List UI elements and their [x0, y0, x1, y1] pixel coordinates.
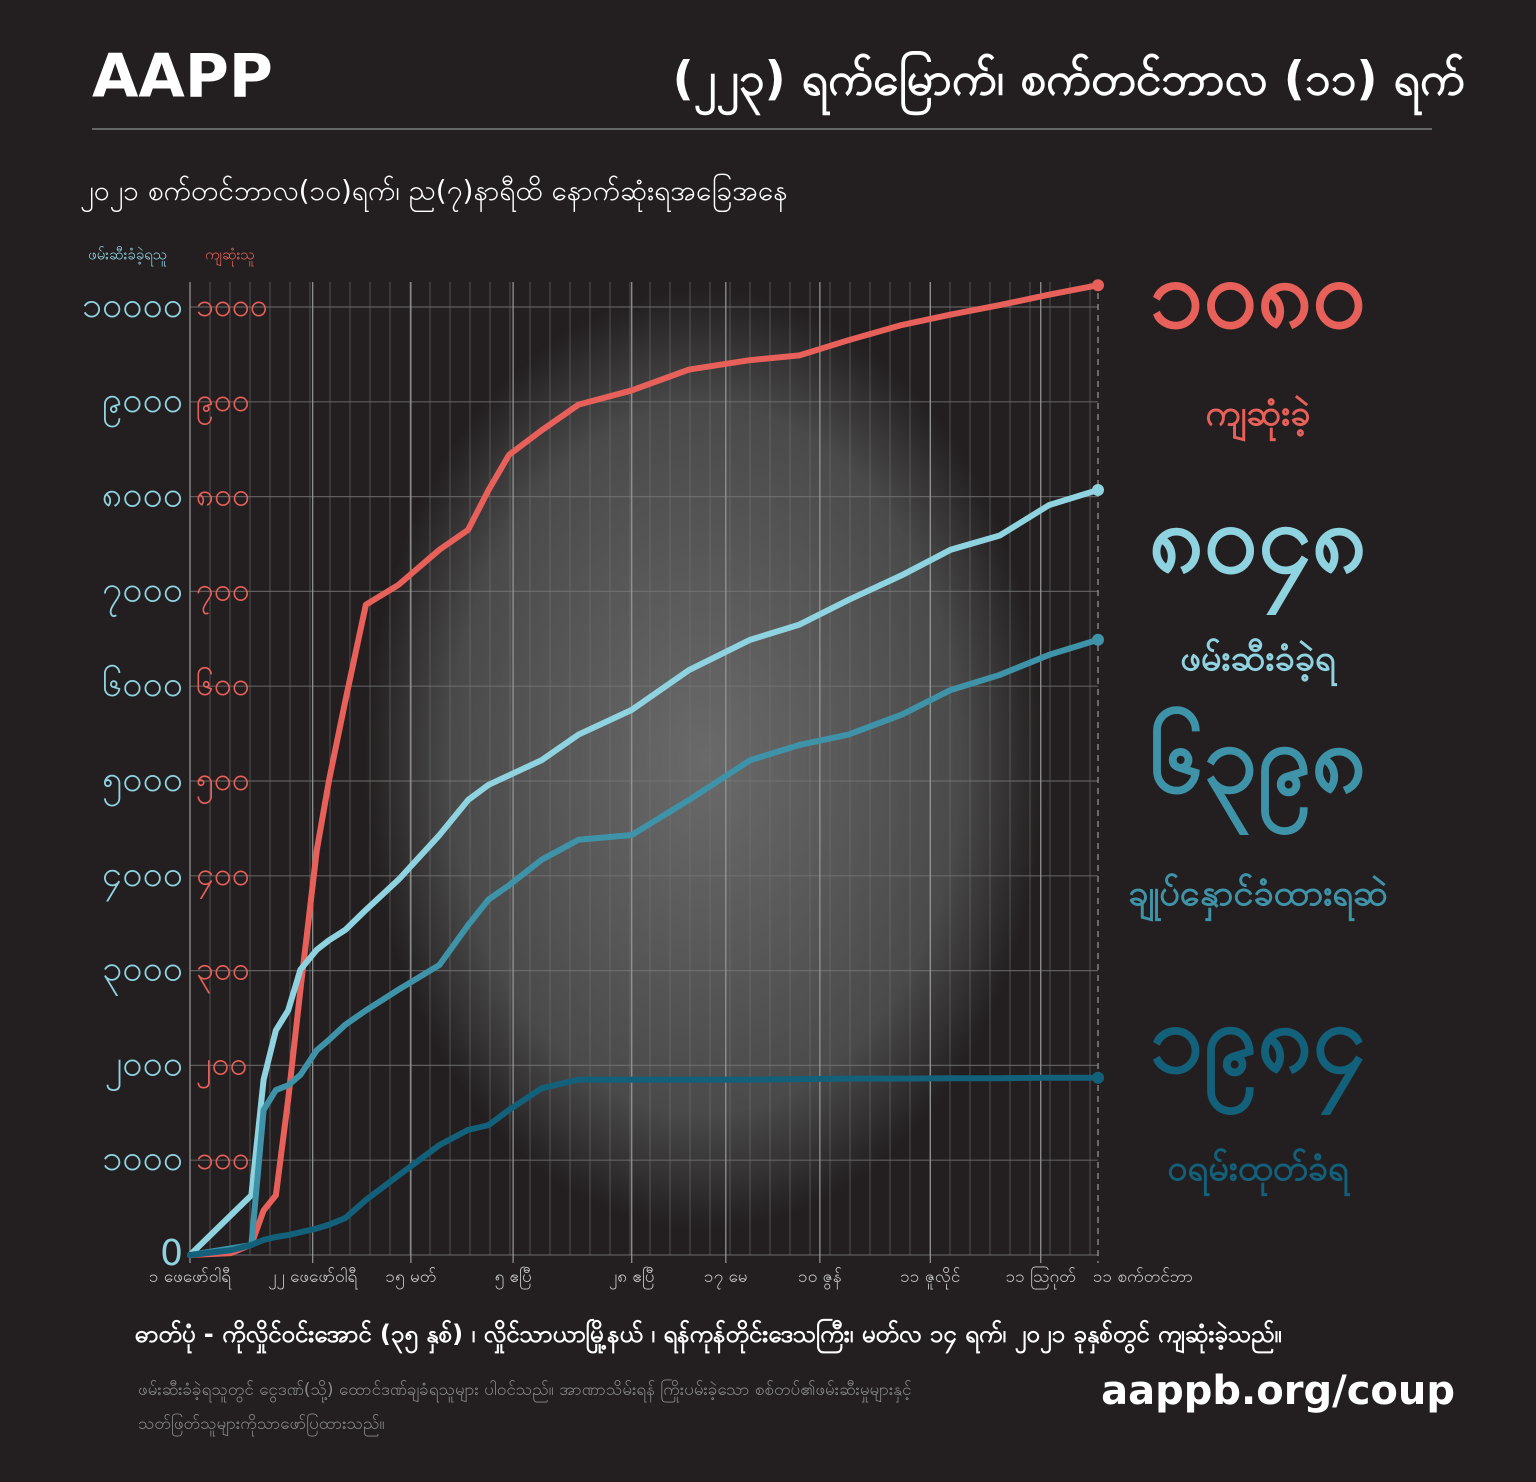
x-tick-label: ၁၁ ဇူလိုင်: [900, 1267, 960, 1290]
y2-tick-label: ၇၀၀: [196, 570, 250, 614]
title: (၂၂၃) ရက်မြောက်၊ စက်တင်ဘာလ (၁၁) ရက်: [673, 50, 1465, 117]
end-point: [1092, 279, 1104, 292]
legend-label: ဖမ်းဆီးခံခဲ့ရ: [1180, 637, 1338, 687]
brand: AAPP: [92, 42, 273, 112]
subtitle: ၂၀၂၁ စက်တင်ဘာလ(၁၀)ရက်၊ ည(၇)နာရီထိ နောက်ဆ…: [80, 172, 788, 213]
x-tick-label: ၁ ဖေဖော်ဝါရီ: [149, 1266, 232, 1290]
series-total: ၆၃၉၈: [1150, 702, 1367, 835]
legend-label: ဝရမ်းထုတ်ခံရ: [1167, 1147, 1351, 1197]
y-tick-label: ၆၀၀၀: [102, 664, 183, 705]
series-total: ၁၀၈၀: [1150, 237, 1367, 349]
y-tick-label: ၃၀၀၀: [102, 949, 183, 997]
url[interactable]: aappb.org/coup: [1101, 1368, 1455, 1414]
series-total: ၈၀၄၈: [1149, 482, 1367, 615]
y-tick-label: ၁၀၀၀၀: [82, 285, 183, 326]
y2-axis-title: ကျဆုံးသူ: [205, 246, 255, 267]
series-total: ၁၉၈၄: [1150, 982, 1367, 1115]
grid: 0၁၀၀၀၂၀၀၀၃၀၀၀၄၀၀၀၅၀၀၀၆၀၀၀၇၀၀၀၈၀၀၀၉၀၀၀၁၀၀…: [82, 282, 1193, 1290]
y-axis-title: ဖမ်းဆီးခံခဲ့ရသူ: [88, 246, 167, 267]
y2-tick-label: ၃၀၀: [196, 950, 250, 994]
y-tick-label: ၂၀၀၀: [105, 1043, 183, 1091]
x-tick-label: ၁၇ မေ: [704, 1267, 747, 1290]
y-tick-label: ၁၀၀၀: [102, 1138, 183, 1179]
x-tick-label: ၁၅ မတ်: [385, 1267, 436, 1290]
y2-tick-label: ၁၀၀၀: [196, 286, 268, 324]
end-point: [1092, 633, 1104, 646]
x-tick-label: ၂၂ ဖေဖော်ဝါရီ: [268, 1266, 358, 1290]
series-line: [187, 486, 1101, 1258]
y2-tick-label: ၉၀၀: [196, 381, 250, 425]
series-line: [187, 636, 1101, 1258]
y2-tick-label: ၄၀၀: [196, 855, 250, 899]
y-tick-label: ၈၀၀၀: [102, 475, 183, 516]
y2-tick-label: ၅၀၀: [196, 760, 250, 804]
note: ဖမ်းဆီးခံခဲ့ရသူတွင် ငွေဒဏ်(သို့) ထောင်ဒဏ…: [138, 1378, 911, 1403]
x-tick-label: ၁၁ ဩဂုတ်: [1006, 1265, 1076, 1290]
x-tick-label: ၁၁ စက်တင်ဘာ: [1093, 1267, 1193, 1287]
y2-tick-label: ၈၀၀: [196, 476, 250, 514]
series-line: [187, 1074, 1101, 1258]
x-tick-label: ၅ ဧပြီ: [495, 1266, 532, 1290]
y2-tick-label: ၁၀၀: [196, 1139, 250, 1177]
series-line: [187, 282, 1101, 1258]
y-tick-label: ၄၀၀၀: [102, 854, 183, 902]
y2-tick-label: ၆၀၀: [196, 665, 250, 703]
note: သတ်ဖြတ်သူများကိုသာဖော်ပြထားသည်။: [138, 1412, 385, 1437]
x-tick-label: ၁၀ ဇွန်: [798, 1267, 841, 1290]
x-tick-label: ၂၈ ဧပြီ: [609, 1266, 655, 1290]
end-point: [1092, 1071, 1104, 1084]
y-tick-label: ၅၀၀၀: [102, 759, 183, 807]
y-tick-label: ၉၀၀၀: [102, 380, 183, 428]
photo: [365, 290, 1045, 1230]
end-point: [1092, 483, 1104, 496]
y-tick-label: ၇၀၀၀: [102, 569, 183, 617]
y-tick-label: 0: [160, 1233, 183, 1274]
y2-tick-label: ၂၀၀: [196, 1044, 248, 1088]
